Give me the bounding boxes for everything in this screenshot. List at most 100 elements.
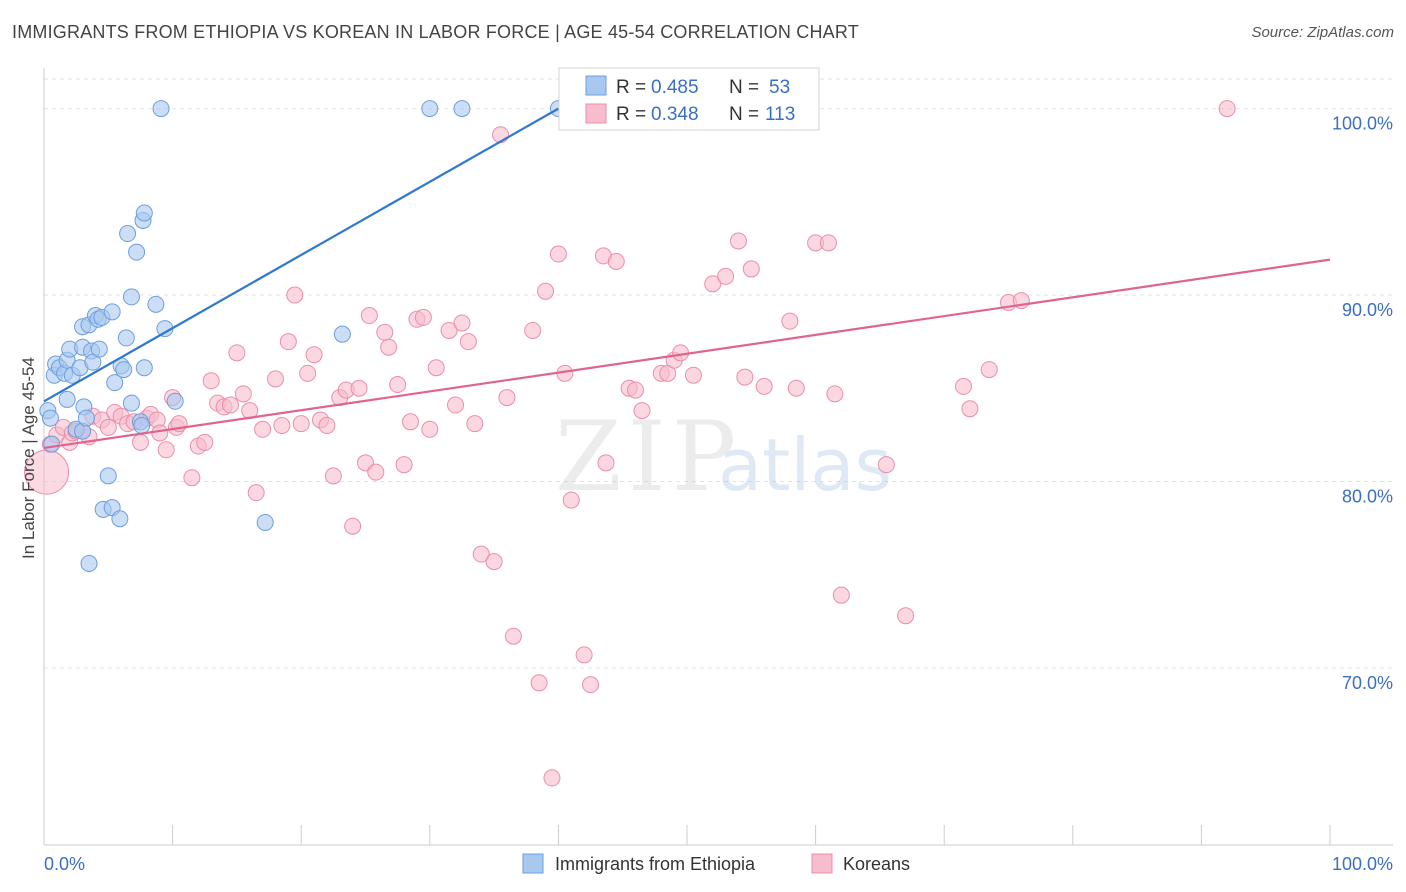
legend-r-value-ethiopia: 0.485	[651, 77, 699, 98]
korean-point	[877, 456, 895, 474]
korean-point	[1218, 100, 1236, 118]
korean-point	[504, 627, 522, 645]
korean-point	[305, 346, 323, 364]
ethiopia-point	[117, 329, 135, 347]
korean-point	[549, 245, 567, 263]
watermark-atlas: atlas	[718, 423, 892, 507]
korean-point	[704, 275, 722, 293]
korean-point	[954, 377, 972, 395]
korean-point	[755, 377, 773, 395]
source-label: Source: ZipAtlas.com	[1251, 24, 1394, 41]
ethiopia-point	[128, 243, 146, 261]
y-tick-label: 70.0%	[1342, 673, 1393, 693]
watermark: ZIP atlas	[555, 401, 892, 513]
ethiopia-point	[115, 361, 133, 379]
korean-point	[742, 260, 760, 278]
korean-point	[376, 323, 394, 341]
watermark-zip: ZIP	[555, 401, 742, 513]
ethiopia-point	[58, 390, 76, 408]
korean-point	[832, 586, 850, 604]
y-tick-label: 80.0%	[1342, 486, 1393, 506]
x-tick-label-max: 100.0%	[1332, 854, 1393, 874]
korean-point	[819, 234, 837, 252]
korean-point	[395, 456, 413, 474]
korean-point	[530, 674, 548, 692]
korean-point	[421, 420, 439, 438]
bottom-legend-swatch-ethiopia	[522, 853, 544, 874]
ethiopia-point	[421, 100, 439, 118]
ethiopia-point	[135, 359, 153, 377]
korean-point	[380, 338, 398, 356]
korean-point	[466, 415, 484, 433]
korean-point	[684, 366, 702, 384]
korean-point	[575, 646, 593, 664]
korean-point	[99, 418, 117, 436]
legend-swatch-korean	[585, 103, 607, 124]
korean-point	[324, 467, 342, 485]
legend-r-value-korean: 0.348	[651, 104, 699, 125]
legend-n-label-ethiopia: N =	[729, 77, 759, 98]
legend-r-label-korean: R =	[616, 104, 646, 125]
trend-lines	[43, 107, 1331, 449]
y-tick-label: 90.0%	[1342, 300, 1393, 320]
korean-point	[826, 385, 844, 403]
korean-point	[543, 769, 561, 787]
korean-point	[597, 454, 615, 472]
correlation-legend: R = 0.485 N = 53 R = 0.348 N = 113	[558, 67, 820, 131]
ethiopia-point	[133, 417, 151, 435]
korean-point	[524, 321, 542, 339]
korean-point	[350, 379, 368, 397]
chart-title: IMMIGRANTS FROM ETHIOPIA VS KOREAN IN LA…	[12, 22, 859, 42]
korean-point	[447, 396, 465, 414]
trend-line-korean	[43, 258, 1331, 449]
korean-point	[627, 381, 645, 399]
korean-point	[582, 676, 600, 694]
korean-point	[266, 370, 284, 388]
ethiopia-point	[122, 288, 140, 306]
korean-point	[254, 420, 272, 438]
korean-point	[273, 417, 291, 435]
korean-point	[318, 417, 336, 435]
ethiopia-point	[80, 554, 98, 572]
korean-point	[360, 307, 378, 325]
ethiopia-point	[103, 303, 121, 321]
korean-point	[562, 491, 580, 509]
bottom-legend-swatch-korean	[811, 853, 833, 874]
ethiopia-points	[39, 100, 567, 572]
korean-point	[787, 379, 805, 397]
bottom-legend-label-ethiopia: Immigrants from Ethiopia	[555, 854, 756, 874]
korean-point	[633, 402, 651, 420]
korean-point	[537, 282, 555, 300]
korean-point	[498, 389, 516, 407]
korean-point	[151, 424, 169, 442]
ethiopia-point	[111, 510, 129, 528]
korean-point	[131, 433, 149, 451]
legend-n-value-ethiopia: 53	[769, 77, 790, 98]
legend-n-label-korean: N =	[729, 104, 759, 125]
korean-point	[196, 433, 214, 451]
korean-point	[961, 400, 979, 418]
korean-point	[472, 545, 490, 563]
korean-point	[157, 441, 175, 459]
korean-point	[607, 252, 625, 270]
ethiopia-point	[119, 225, 137, 243]
y-tick-label: 100.0%	[1332, 114, 1393, 134]
korean-point	[286, 286, 304, 304]
ethiopia-point	[135, 204, 153, 222]
korean-point	[729, 232, 747, 250]
ethiopia-point	[147, 295, 165, 313]
korean-point	[440, 321, 458, 339]
x-tick-label-min: 0.0%	[44, 854, 85, 874]
ethiopia-point	[453, 100, 471, 118]
legend-n-value-korean: 113	[765, 104, 795, 125]
series-legend: Immigrants from Ethiopia Koreans	[522, 853, 910, 874]
legend-swatch-ethiopia	[585, 75, 607, 96]
korean-point	[292, 415, 310, 433]
korean-point	[459, 333, 477, 351]
ethiopia-point	[43, 435, 61, 453]
ethiopia-point	[166, 392, 184, 410]
ethiopia-point	[333, 325, 351, 343]
korean-point	[485, 553, 503, 571]
ethiopia-point	[106, 374, 124, 392]
